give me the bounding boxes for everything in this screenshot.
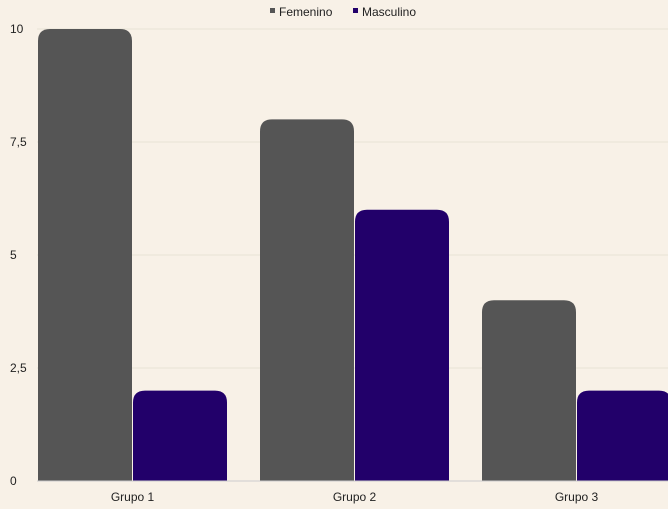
legend-label-femenino: Femenino [279, 5, 333, 19]
y-tick-label: 2,5 [10, 361, 27, 375]
x-tick-labels: Grupo 1 Grupo 2 Grupo 3 [111, 490, 599, 504]
bar-femenino-3 [482, 300, 576, 481]
legend-swatch-femenino [270, 8, 275, 13]
x-tick-label: Grupo 1 [111, 490, 155, 504]
y-tick-label: 7,5 [10, 135, 27, 149]
y-tick-label: 0 [10, 474, 17, 488]
bar-masculino-1 [133, 390, 227, 481]
x-tick-label: Grupo 2 [333, 490, 377, 504]
y-tick-labels: 0 2,5 5 7,5 10 [10, 22, 27, 488]
bar-femenino-2 [260, 119, 354, 482]
legend-label-masculino: Masculino [362, 5, 416, 19]
legend: Femenino Masculino [270, 5, 416, 19]
bars [38, 29, 668, 482]
x-tick-label: Grupo 3 [555, 490, 599, 504]
y-tick-label: 10 [10, 22, 24, 36]
bar-masculino-2 [355, 209, 449, 482]
y-tick-label: 5 [10, 248, 17, 262]
bar-femenino-1 [38, 29, 132, 481]
legend-swatch-masculino [353, 8, 358, 13]
bar-masculino-3 [577, 390, 668, 481]
